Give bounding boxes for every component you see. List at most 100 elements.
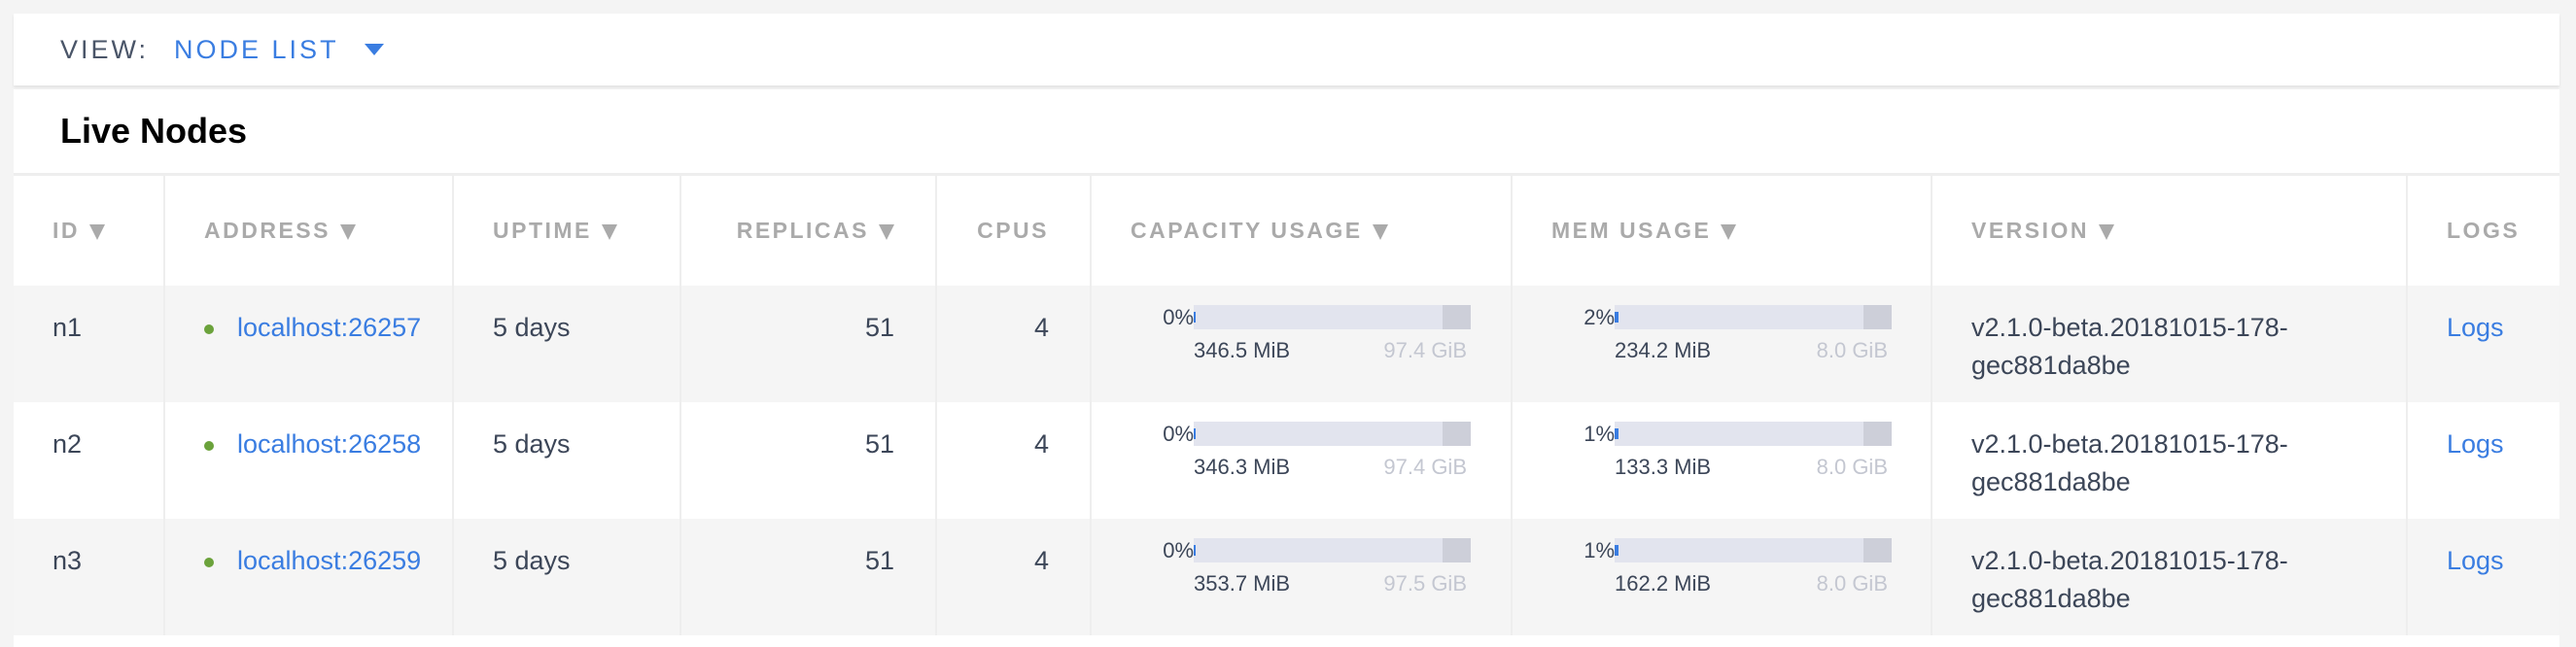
capacity-used: 353.7 MiB <box>1194 571 1291 596</box>
capacity-used: 346.3 MiB <box>1194 455 1291 479</box>
capacity-percent: 0% <box>1163 422 1194 446</box>
column-header-address[interactable]: ADDRESS <box>164 176 454 286</box>
capacity-bar-reserved-segment <box>1443 422 1471 446</box>
node-cpus: 4 <box>936 402 1092 519</box>
node-version-text: v2.1.0-beta.20181015-178- gec881da8be <box>1971 429 2288 496</box>
column-header-cpus: CPUS <box>936 176 1092 286</box>
node-id: n1 <box>14 286 165 402</box>
sort-arrow-icon <box>1372 224 1388 240</box>
caret-down-icon <box>364 44 384 55</box>
mem-bar-reserved-segment <box>1863 422 1892 446</box>
column-header-label: CAPACITY USAGE <box>1131 218 1363 243</box>
capacity-percent: 0% <box>1163 538 1194 562</box>
node-version-text: v2.1.0-beta.20181015-178- gec881da8be <box>1971 313 2288 380</box>
column-header-mem-usage[interactable]: MEM USAGE <box>1512 176 1932 286</box>
node-version-text: v2.1.0-beta.20181015-178- gec881da8be <box>1971 546 2288 613</box>
capacity-percent: 0% <box>1163 305 1194 329</box>
node-cpus: 4 <box>936 519 1092 635</box>
logs-link[interactable]: Logs <box>2447 429 2504 459</box>
mem-progress-fill <box>1615 428 1619 439</box>
column-header-replicas[interactable]: REPLICAS <box>680 176 937 286</box>
capacity-usage-bar-group: 0% 346.3 MiB 97.4 GiB <box>1163 422 1471 483</box>
view-dropdown-value: NODE LIST <box>174 34 339 64</box>
node-uptime: 5 days <box>453 519 681 635</box>
column-header-version[interactable]: VERSION <box>1932 176 2408 286</box>
mem-bar-reserved-segment <box>1863 305 1892 329</box>
column-header-logs: LOGS <box>2407 176 2559 286</box>
node-address-link[interactable]: localhost:26257 <box>237 313 422 342</box>
node-logs-cell: Logs <box>2407 402 2559 519</box>
mem-progress-fill <box>1615 312 1619 323</box>
node-address-link[interactable]: localhost:26259 <box>237 546 422 575</box>
logs-link[interactable]: Logs <box>2447 546 2504 575</box>
sort-arrow-icon <box>879 224 894 240</box>
table-row: n3 localhost:26259 5 days 51 4 0% 353.7 … <box>14 519 2559 635</box>
table-header-row: ID ADDRESS UPTIME REPLICAS CPUS CAPACITY USAG… <box>14 176 2559 286</box>
mem-percent: 2% <box>1584 305 1615 329</box>
column-header-label: ADDRESS <box>204 218 331 243</box>
capacity-usage-cell: 0% 346.3 MiB 97.4 GiB <box>1091 402 1513 519</box>
mem-usage-bar-group: 2% 234.2 MiB 8.0 GiB <box>1584 305 1892 366</box>
node-logs-cell: Logs <box>2407 286 2559 402</box>
table-row: n1 localhost:26257 5 days 51 4 0% 346.5 … <box>14 286 2559 402</box>
view-dropdown[interactable]: NODE LIST <box>174 35 384 65</box>
capacity-progress-bar <box>1194 538 1471 562</box>
mem-percent: 1% <box>1584 538 1615 562</box>
node-id: n3 <box>14 519 165 635</box>
node-cpus: 4 <box>936 286 1092 402</box>
mem-usage-cell: 2% 234.2 MiB 8.0 GiB <box>1512 286 1932 402</box>
node-address-link[interactable]: localhost:26258 <box>237 429 422 459</box>
sort-arrow-icon <box>1721 224 1737 240</box>
mem-total: 8.0 GiB <box>1816 571 1888 596</box>
capacity-total: 97.4 GiB <box>1383 455 1467 479</box>
nodes-table: ID ADDRESS UPTIME REPLICAS CPUS CAPACITY USAG… <box>14 176 2559 635</box>
node-version: v2.1.0-beta.20181015-178- gec881da8be <box>1932 286 2408 402</box>
node-address-cell: localhost:26258 <box>164 402 454 519</box>
status-live-dot-icon <box>204 440 214 451</box>
capacity-progress-bar <box>1194 305 1471 329</box>
node-uptime: 5 days <box>453 402 681 519</box>
capacity-usage-cell: 0% 353.7 MiB 97.5 GiB <box>1091 519 1513 635</box>
column-header-label: CPUS <box>977 218 1049 243</box>
mem-progress-bar <box>1615 422 1892 446</box>
column-header-capacity-usage[interactable]: CAPACITY USAGE <box>1091 176 1513 286</box>
logs-link[interactable]: Logs <box>2447 313 2504 342</box>
mem-usage-cell: 1% 133.3 MiB 8.0 GiB <box>1512 402 1932 519</box>
sort-arrow-icon <box>339 224 356 240</box>
mem-used: 133.3 MiB <box>1615 455 1712 479</box>
node-id: n2 <box>14 402 165 519</box>
capacity-progress-fill <box>1194 545 1196 556</box>
capacity-total: 97.5 GiB <box>1383 571 1467 596</box>
mem-used: 162.2 MiB <box>1615 571 1712 596</box>
capacity-progress-fill <box>1194 428 1196 439</box>
column-header-label: LOGS <box>2447 218 2521 243</box>
column-header-label: UPTIME <box>493 218 592 243</box>
column-header-label: REPLICAS <box>736 218 869 243</box>
sort-arrow-icon <box>89 224 105 240</box>
capacity-progress-bar <box>1194 422 1471 446</box>
mem-progress-bar <box>1615 538 1892 562</box>
mem-progress-bar <box>1615 305 1892 329</box>
node-replicas: 51 <box>680 286 937 402</box>
live-nodes-card: Live Nodes ID ADDRESS UPTIME REPLICAS CPUS CA… <box>14 89 2559 647</box>
capacity-bar-reserved-segment <box>1443 305 1471 329</box>
sort-arrow-icon <box>2099 224 2115 240</box>
capacity-usage-bar-group: 0% 353.7 MiB 97.5 GiB <box>1163 538 1471 599</box>
capacity-usage-bar-group: 0% 346.5 MiB 97.4 GiB <box>1163 305 1471 366</box>
status-live-dot-icon <box>204 557 214 567</box>
view-label: VIEW: <box>60 34 150 64</box>
node-replicas: 51 <box>680 402 937 519</box>
node-version: v2.1.0-beta.20181015-178- gec881da8be <box>1932 402 2408 519</box>
mem-total: 8.0 GiB <box>1816 455 1888 479</box>
capacity-total: 97.4 GiB <box>1383 338 1467 362</box>
column-header-uptime[interactable]: UPTIME <box>453 176 681 286</box>
mem-usage-bar-group: 1% 162.2 MiB 8.0 GiB <box>1584 538 1892 599</box>
column-header-label: VERSION <box>1971 218 2090 243</box>
node-version: v2.1.0-beta.20181015-178- gec881da8be <box>1932 519 2408 635</box>
column-header-id[interactable]: ID <box>14 176 165 286</box>
section-title: Live Nodes <box>14 89 2559 176</box>
mem-total: 8.0 GiB <box>1816 338 1888 362</box>
view-selector-bar: VIEW: NODE LIST <box>14 14 2559 85</box>
node-address-cell: localhost:26257 <box>164 286 454 402</box>
table-row: n2 localhost:26258 5 days 51 4 0% 346.3 … <box>14 402 2559 519</box>
